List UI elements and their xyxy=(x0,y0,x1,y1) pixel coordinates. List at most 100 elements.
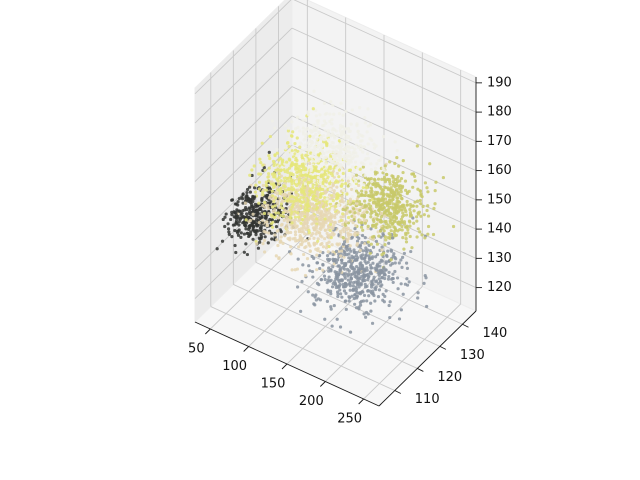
data-point xyxy=(357,285,361,289)
data-point xyxy=(279,235,283,239)
data-point xyxy=(279,213,283,218)
data-point xyxy=(362,293,367,298)
data-point xyxy=(369,204,373,208)
data-point xyxy=(379,229,383,233)
data-point xyxy=(335,242,339,246)
y-gridline xyxy=(255,261,441,347)
data-point xyxy=(366,260,370,264)
data-point xyxy=(220,239,225,243)
data-point xyxy=(375,242,379,246)
data-point xyxy=(351,221,355,225)
data-point xyxy=(316,121,320,125)
data-point xyxy=(330,285,335,289)
data-point xyxy=(331,265,335,269)
data-point xyxy=(382,175,387,179)
data-point xyxy=(334,260,338,265)
data-point xyxy=(260,141,264,145)
data-point xyxy=(376,295,381,299)
data-point xyxy=(309,233,313,238)
data-point xyxy=(393,269,397,274)
data-point xyxy=(306,224,310,228)
data-point xyxy=(241,215,245,219)
data-point xyxy=(344,109,348,113)
data-point xyxy=(283,123,288,127)
data-point xyxy=(278,240,282,244)
data-point xyxy=(308,244,312,248)
data-point xyxy=(311,197,315,201)
data-point xyxy=(397,184,401,188)
data-point xyxy=(360,241,364,245)
data-point xyxy=(341,212,345,216)
data-point xyxy=(312,256,316,260)
data-point xyxy=(260,197,264,201)
data-point xyxy=(338,164,342,168)
data-point xyxy=(276,243,280,248)
data-point xyxy=(300,159,305,163)
y-tick-mark xyxy=(439,345,447,350)
data-point xyxy=(404,261,409,265)
data-point xyxy=(307,264,311,268)
data-point xyxy=(332,154,337,158)
data-point xyxy=(325,197,329,201)
data-point xyxy=(348,288,352,292)
data-point xyxy=(377,197,381,201)
data-point xyxy=(307,158,311,162)
data-point xyxy=(331,150,335,154)
data-point xyxy=(352,177,356,181)
data-point xyxy=(342,255,346,259)
data-point xyxy=(295,193,299,197)
data-point xyxy=(348,247,352,251)
data-point xyxy=(310,159,314,163)
data-point xyxy=(335,317,339,321)
data-point xyxy=(327,266,331,270)
data-point xyxy=(279,210,283,215)
data-point xyxy=(240,197,245,201)
data-point xyxy=(285,173,289,178)
data-point xyxy=(389,218,393,222)
data-point xyxy=(349,276,353,280)
data-point xyxy=(331,183,335,187)
data-point xyxy=(350,261,354,265)
data-point xyxy=(312,236,316,240)
data-point xyxy=(333,134,337,139)
y-tick-mark xyxy=(417,368,424,372)
data-point xyxy=(289,179,294,183)
data-point xyxy=(330,122,334,126)
data-point xyxy=(308,249,312,253)
data-point xyxy=(379,192,383,196)
data-point xyxy=(302,200,306,204)
data-point xyxy=(286,220,290,224)
data-point xyxy=(277,176,281,180)
data-point xyxy=(315,253,319,257)
data-point xyxy=(393,140,397,144)
data-point xyxy=(351,156,355,160)
data-point xyxy=(340,147,344,152)
data-point xyxy=(300,189,304,193)
data-point xyxy=(254,230,258,234)
data-point xyxy=(332,303,336,308)
data-point xyxy=(279,202,283,206)
data-point xyxy=(397,220,401,224)
data-point xyxy=(368,271,372,275)
data-point xyxy=(294,180,298,184)
data-point xyxy=(399,282,403,286)
data-point xyxy=(325,199,329,203)
data-point xyxy=(379,211,384,216)
data-point xyxy=(368,207,373,211)
data-point xyxy=(380,226,385,230)
data-point xyxy=(357,307,361,311)
data-point xyxy=(416,227,420,231)
data-point xyxy=(333,173,337,177)
data-point xyxy=(368,263,373,267)
data-point xyxy=(412,221,416,225)
data-point xyxy=(348,244,352,248)
z-tick-label: 170 xyxy=(487,134,512,149)
data-point xyxy=(298,141,302,145)
data-point xyxy=(338,288,342,292)
data-point xyxy=(299,195,303,200)
data-point xyxy=(313,219,317,223)
data-point xyxy=(363,205,367,209)
data-point xyxy=(290,268,294,272)
data-point xyxy=(318,250,322,254)
data-point xyxy=(304,218,308,222)
